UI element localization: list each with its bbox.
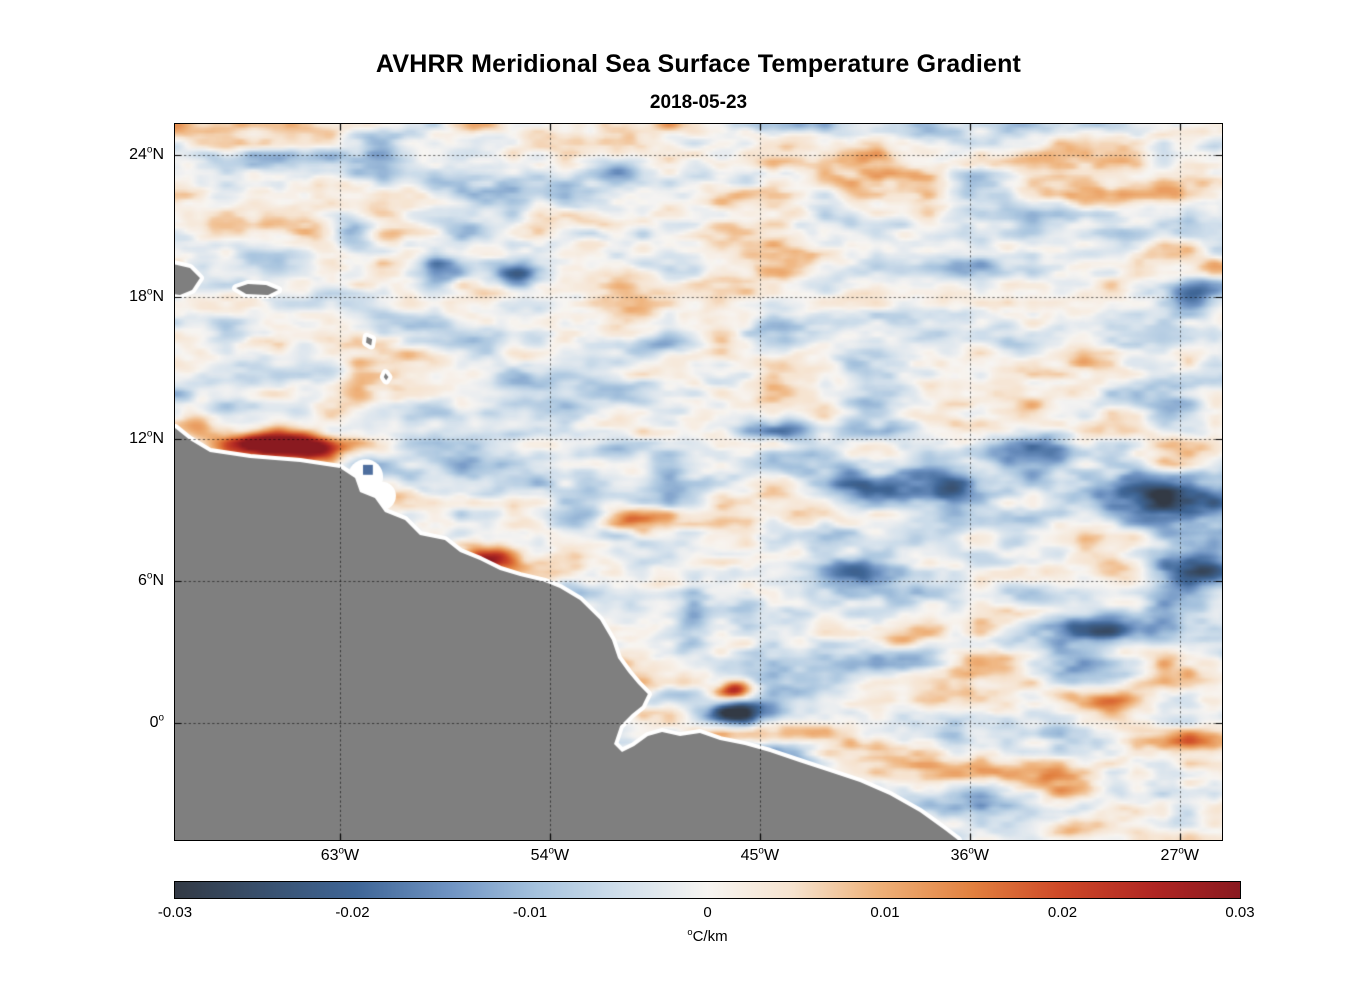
x-tick-label: 27oW [1160,845,1199,864]
map-plot-area [174,123,1223,841]
degree-superscript: o [338,845,345,857]
colorbar-unit-label: oC/km [687,927,728,945]
colorbar-tick-label: -0.01 [512,904,548,921]
degree-superscript: o [548,845,554,857]
degree-superscript: o [758,845,764,857]
degree-superscript: o [687,927,693,937]
x-tick-label: 36oW [950,845,990,864]
y-tick-label: 18oN [129,286,164,306]
y-tick-label: 24oN [129,144,164,163]
colorbar-canvas [175,882,1240,898]
degree-superscript: o [146,144,153,156]
degree-superscript: o [146,286,153,298]
colorbar-tick-label: 0.02 [1047,904,1078,921]
chart-subtitle: 2018-05-23 [649,92,748,113]
y-tick-label: 12oN [129,428,164,448]
degree-superscript: o [968,845,974,857]
degree-superscript: o [158,712,164,724]
x-tick-label: 63oW [320,845,360,864]
colorbar-tick-label: 0.01 [870,904,900,921]
degree-superscript: o [1178,845,1184,857]
chart-title: AVHRR Meridional Sea Surface Temperature… [375,50,1022,78]
degree-superscript: o [146,428,153,440]
colorbar-tick-label: -0.02 [335,904,370,921]
x-tick-label: 45oW [740,845,780,864]
colorbar [174,881,1241,899]
colorbar-tick-label: 0 [703,904,712,921]
x-tick-label: 54oW [530,845,570,864]
colorbar-tick-label: -0.03 [157,904,193,921]
degree-superscript: o [146,570,153,582]
map-canvas [175,124,1222,840]
y-tick-label: 6oN [138,570,164,590]
colorbar-tick-label: 0.03 [1225,904,1255,921]
y-tick-label: 0o [149,712,164,732]
